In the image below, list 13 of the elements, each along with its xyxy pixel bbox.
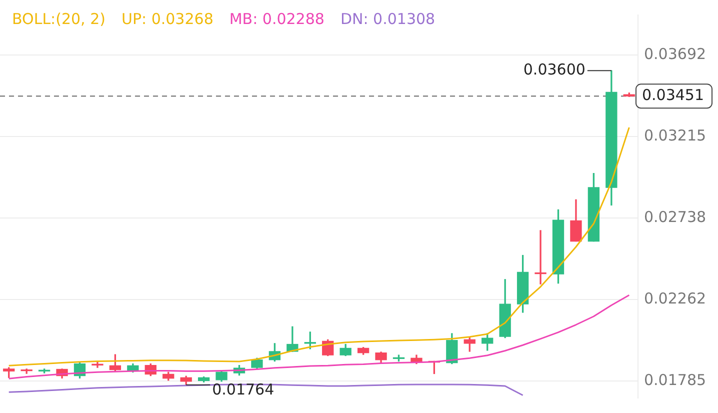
annotation: 0.03600 — [523, 60, 586, 79]
text: DN: 0.01308 — [340, 10, 436, 28]
text: UP: 0.03268 — [121, 10, 214, 28]
text: MB: 0.02288 — [229, 10, 324, 28]
y-tick-label: 0.03215 — [644, 126, 706, 144]
y-tick-label: 0.02262 — [644, 289, 706, 308]
y-tick-label: 0.03692 — [644, 44, 706, 63]
y-tick-label: 0.01785 — [644, 371, 706, 390]
ref-line-label: 0.03451 — [642, 86, 704, 104]
candlestick — [534, 230, 546, 284]
legend-title: BOLL:(20, 2) — [12, 10, 106, 28]
annotation: 0.01764 — [212, 380, 274, 399]
y-tick-label: 0.02738 — [644, 208, 706, 226]
